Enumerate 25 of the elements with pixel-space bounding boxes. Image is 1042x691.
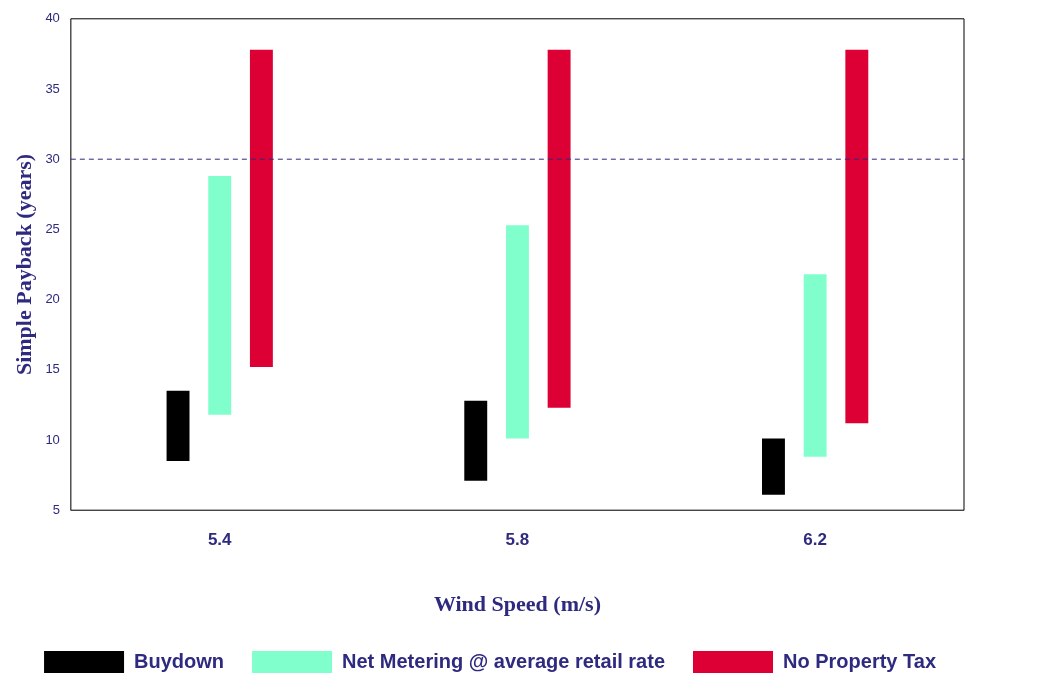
- legend-label: Buydown: [134, 649, 225, 672]
- y-tick-label: 30: [45, 150, 60, 166]
- bar: [464, 400, 488, 481]
- y-tick-label: 20: [45, 291, 60, 307]
- x-axis-title: Wind Speed (m/s): [433, 591, 601, 617]
- bar: [208, 176, 232, 415]
- bar: [166, 390, 190, 462]
- y-tick-label: 35: [45, 80, 60, 96]
- y-tick-label: 40: [45, 10, 60, 26]
- bar: [803, 274, 827, 457]
- x-tick-label: 5.8: [505, 530, 530, 550]
- x-tick-label: 5.4: [207, 530, 233, 550]
- legend-label: Net Metering @ average retail rate: [342, 649, 666, 672]
- y-tick-label: 5: [52, 501, 60, 517]
- legend-label: No Property Tax: [783, 649, 936, 672]
- bar: [762, 438, 785, 495]
- bar: [505, 225, 529, 439]
- bar: [547, 49, 571, 408]
- y-tick-label: 15: [45, 361, 60, 377]
- y-axis-title: Simple Payback (years): [10, 153, 36, 376]
- bar: [845, 49, 869, 424]
- y-tick-label: 10: [45, 431, 60, 447]
- x-tick-label: 6.2: [803, 530, 827, 550]
- y-tick-label: 25: [45, 220, 60, 236]
- bar: [249, 49, 273, 367]
